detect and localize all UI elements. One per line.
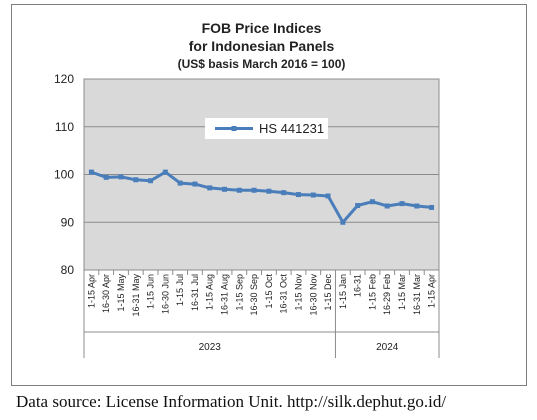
data-point bbox=[133, 177, 139, 183]
data-point bbox=[310, 192, 316, 198]
x-group-label: 2024 bbox=[376, 342, 399, 353]
x-tick-label: 1-15 Aug bbox=[205, 274, 215, 310]
data-point bbox=[266, 188, 272, 194]
x-tick-label: 1-15 Sep bbox=[234, 274, 244, 311]
data-point bbox=[340, 219, 346, 225]
x-tick-label: 1-15 Jun bbox=[146, 274, 156, 309]
x-tick-label: 16-31 Mar bbox=[412, 274, 422, 315]
data-point bbox=[281, 190, 287, 196]
data-point bbox=[384, 203, 390, 209]
x-tick-label: 16-31 bbox=[353, 274, 363, 297]
x-tick-label: 16-30 Sep bbox=[249, 274, 259, 316]
x-group-label: 2023 bbox=[199, 342, 222, 353]
x-tick-label: 16-31 Aug bbox=[220, 274, 230, 315]
data-point bbox=[177, 180, 183, 186]
data-point bbox=[192, 181, 198, 187]
data-point bbox=[399, 201, 405, 207]
x-tick-label: 16-29 Feb bbox=[382, 274, 392, 315]
chart-frame: FOB Price Indices for Indonesian Panels (U… bbox=[11, 4, 527, 386]
data-point bbox=[103, 174, 109, 180]
chart-title-line: FOB Price Indices bbox=[202, 20, 322, 36]
y-tick-label: 110 bbox=[55, 120, 74, 134]
data-point bbox=[236, 187, 242, 193]
x-tick-label: 1-15 Apr bbox=[427, 274, 437, 308]
source-note: Data source: License Information Unit. h… bbox=[16, 392, 447, 411]
chart-title-line: for Indonesian Panels bbox=[189, 38, 335, 54]
line-chart: FOB Price Indices for Indonesian Panels (U… bbox=[54, 20, 440, 358]
legend: HS 441231 bbox=[205, 118, 328, 139]
x-tick-label: 1-15 Nov bbox=[293, 274, 303, 311]
legend-marker bbox=[231, 126, 237, 131]
data-point bbox=[118, 174, 124, 180]
chart-title: FOB Price Indices for Indonesian Panels (U… bbox=[178, 20, 346, 71]
x-tick-label: 16-30 Nov bbox=[308, 274, 318, 316]
y-axis: 80 90 100 110 120 bbox=[54, 72, 74, 277]
data-point bbox=[148, 178, 154, 184]
x-tick-label: 1-15 Apr bbox=[86, 274, 96, 308]
x-tick-label: 1-15 Oct bbox=[264, 274, 274, 309]
x-tick-label: 1-15 Mar bbox=[397, 274, 407, 310]
y-tick-label: 90 bbox=[61, 215, 75, 229]
x-axis: 1-15 Apr 16-30 Apr 1-15 May 16-31 May 1-15 J… bbox=[83, 270, 440, 358]
data-point bbox=[162, 169, 168, 175]
x-tick-label: 16-31 Oct bbox=[279, 274, 289, 314]
chart-title-line: (US$ basis March 2016 = 100) bbox=[178, 57, 346, 71]
data-point bbox=[207, 185, 213, 191]
y-tick-label: 100 bbox=[54, 168, 74, 182]
x-tick-label: 16-31 May bbox=[131, 274, 141, 317]
data-point bbox=[295, 192, 301, 198]
data-point bbox=[355, 203, 361, 209]
data-point bbox=[222, 186, 228, 192]
y-tick-label: 80 bbox=[61, 263, 75, 277]
legend-box bbox=[205, 118, 328, 139]
x-tick-label: 1-15 Feb bbox=[367, 274, 377, 310]
data-point bbox=[88, 169, 94, 175]
x-tick-label: 1-15 Dec bbox=[323, 274, 333, 311]
x-tick-label: 16-30 Apr bbox=[101, 274, 111, 313]
series-hs-441231 bbox=[88, 169, 435, 225]
legend-label: HS 441231 bbox=[259, 121, 324, 136]
data-point bbox=[251, 187, 257, 193]
x-tick-label: 1-15 May bbox=[116, 274, 126, 312]
data-point bbox=[414, 203, 420, 209]
data-point bbox=[429, 204, 435, 210]
y-tick-label: 120 bbox=[54, 72, 74, 86]
x-tick-label: 1-15 Jul bbox=[175, 274, 185, 306]
x-tick-label: 16-31 Jul bbox=[190, 274, 200, 311]
x-tick-label: 1-15 Jan bbox=[338, 274, 348, 309]
x-tick-label: 16-30 Jun bbox=[160, 274, 170, 314]
data-point bbox=[369, 199, 375, 205]
data-point bbox=[325, 193, 331, 199]
